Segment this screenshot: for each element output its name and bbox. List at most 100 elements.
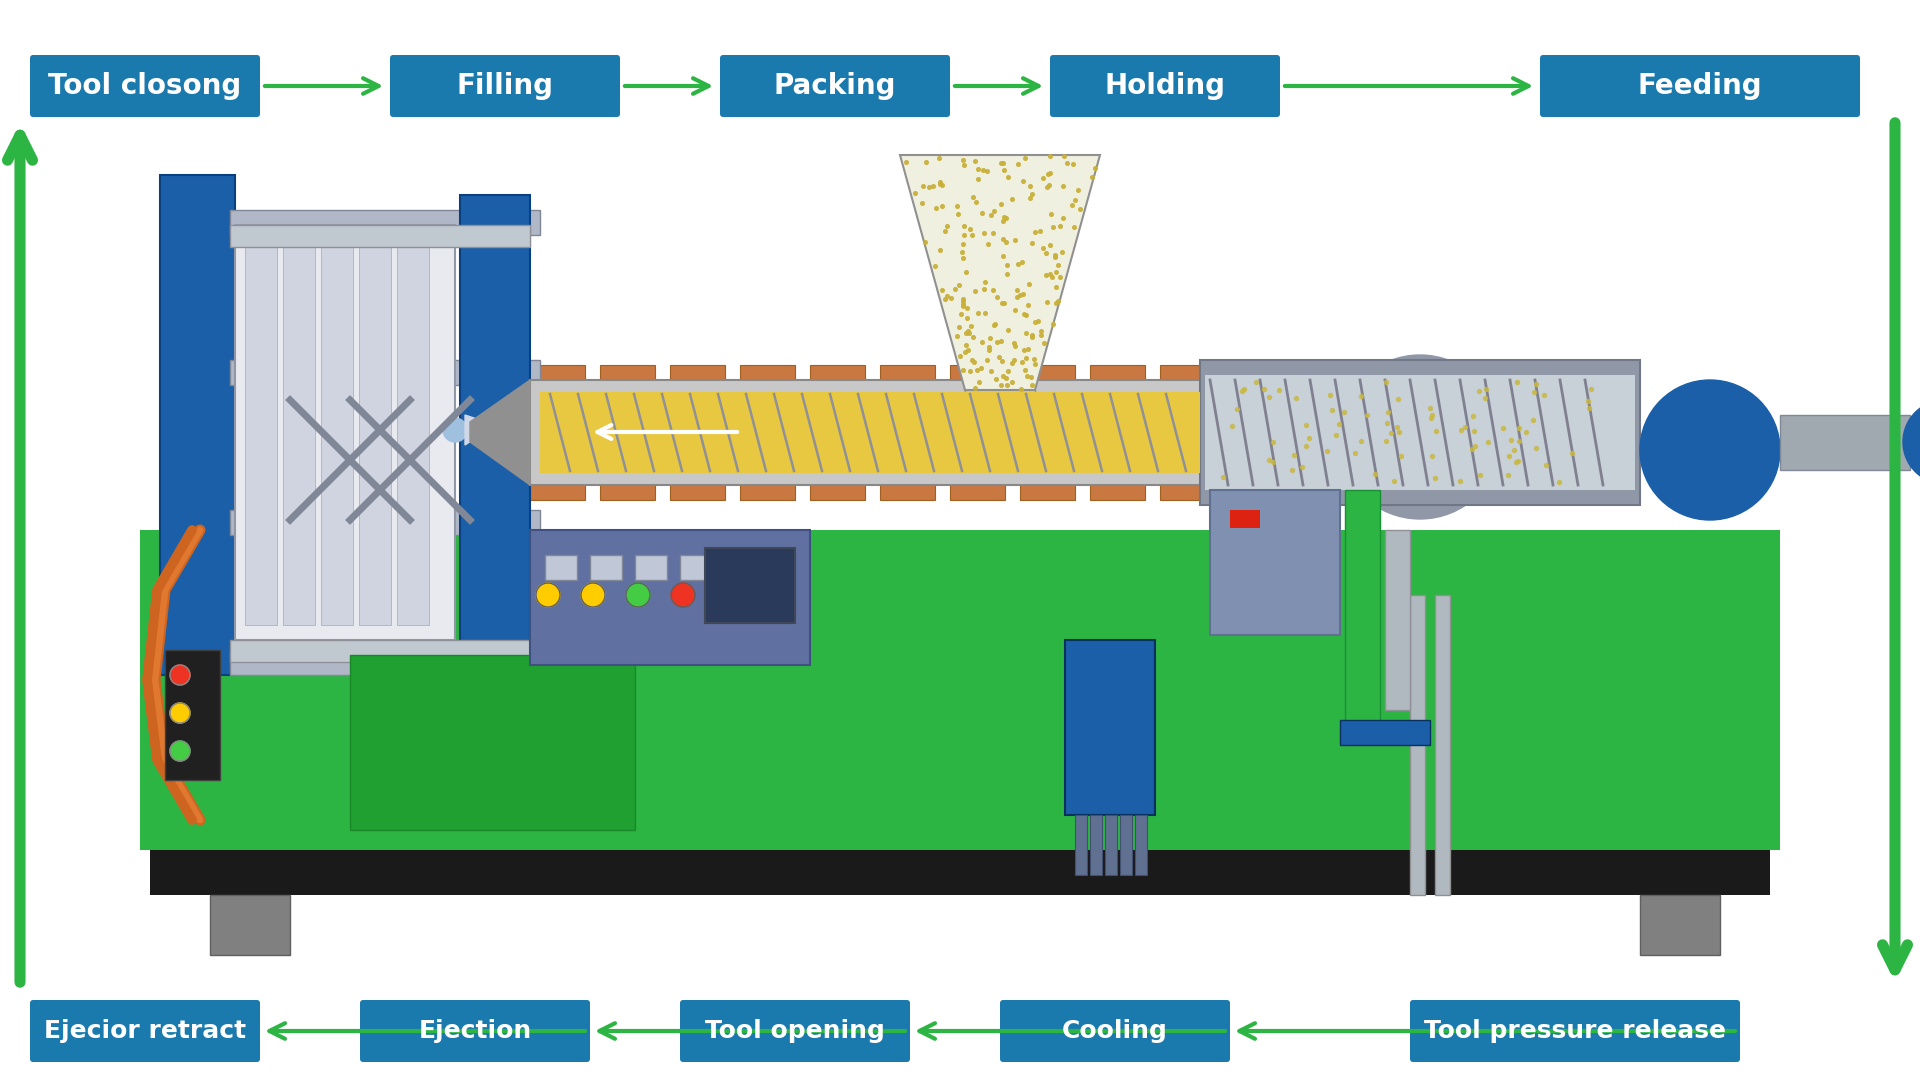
Point bbox=[972, 351, 1002, 368]
Point bbox=[1254, 451, 1284, 469]
Point bbox=[1444, 472, 1475, 489]
Point bbox=[950, 264, 981, 281]
Point bbox=[1317, 401, 1348, 418]
Point bbox=[989, 294, 1020, 311]
Point bbox=[989, 208, 1020, 226]
Point bbox=[1229, 380, 1260, 397]
Point bbox=[1056, 197, 1087, 214]
Point bbox=[966, 360, 996, 377]
Point bbox=[945, 318, 975, 335]
Point bbox=[970, 305, 1000, 322]
Point bbox=[960, 283, 991, 300]
Circle shape bbox=[1640, 380, 1780, 519]
Point bbox=[1014, 275, 1044, 293]
Point bbox=[993, 167, 1023, 185]
FancyBboxPatch shape bbox=[230, 210, 540, 235]
Text: Tool pressure release: Tool pressure release bbox=[1425, 1020, 1726, 1043]
Point bbox=[1002, 281, 1033, 298]
Point bbox=[1027, 240, 1058, 257]
Point bbox=[983, 288, 1014, 306]
Text: Feeding: Feeding bbox=[1638, 72, 1763, 100]
Point bbox=[998, 352, 1029, 369]
Point bbox=[970, 225, 1000, 242]
Point bbox=[1208, 469, 1238, 486]
Point bbox=[1382, 390, 1413, 407]
Circle shape bbox=[626, 583, 651, 607]
Point bbox=[1006, 254, 1037, 271]
Point bbox=[1020, 314, 1050, 332]
Point bbox=[1048, 210, 1079, 227]
FancyBboxPatch shape bbox=[1409, 1000, 1740, 1062]
Point bbox=[1574, 400, 1605, 417]
Point bbox=[1048, 177, 1079, 194]
Circle shape bbox=[670, 583, 695, 607]
Point bbox=[1346, 432, 1377, 449]
Circle shape bbox=[582, 583, 605, 607]
Point bbox=[925, 175, 956, 192]
Point bbox=[1035, 148, 1066, 165]
Point bbox=[1041, 264, 1071, 281]
Point bbox=[1530, 457, 1561, 474]
Point bbox=[1048, 148, 1079, 165]
Point bbox=[1386, 447, 1417, 464]
Point bbox=[1052, 154, 1083, 172]
FancyBboxPatch shape bbox=[705, 548, 795, 623]
Point bbox=[910, 153, 941, 171]
Point bbox=[1419, 470, 1450, 487]
Point bbox=[1037, 269, 1068, 286]
Point bbox=[1000, 301, 1031, 319]
Point bbox=[1041, 295, 1071, 312]
FancyBboxPatch shape bbox=[680, 1000, 910, 1062]
Point bbox=[1248, 380, 1279, 397]
Point bbox=[1025, 326, 1056, 343]
Point bbox=[1016, 368, 1046, 386]
Point bbox=[948, 156, 979, 173]
Point bbox=[1286, 458, 1317, 475]
FancyBboxPatch shape bbox=[589, 555, 622, 580]
Point bbox=[989, 247, 1020, 265]
Point bbox=[900, 185, 931, 202]
Point bbox=[1046, 243, 1077, 260]
Point bbox=[1517, 411, 1548, 429]
Point bbox=[1000, 231, 1031, 248]
FancyBboxPatch shape bbox=[1075, 815, 1087, 875]
Point bbox=[1029, 335, 1060, 352]
Point bbox=[1352, 406, 1382, 423]
Point bbox=[1557, 445, 1588, 462]
Point bbox=[977, 224, 1008, 241]
Text: Ejecior retract: Ejecior retract bbox=[44, 1020, 246, 1043]
FancyBboxPatch shape bbox=[349, 654, 636, 831]
Point bbox=[975, 206, 1006, 224]
Point bbox=[1060, 191, 1091, 208]
FancyBboxPatch shape bbox=[1640, 895, 1720, 955]
Point bbox=[960, 193, 991, 211]
Point bbox=[991, 256, 1021, 273]
Point bbox=[985, 333, 1016, 350]
Point bbox=[1037, 315, 1068, 333]
Point bbox=[985, 195, 1016, 213]
Point bbox=[1572, 393, 1603, 410]
Point bbox=[956, 226, 987, 243]
Point bbox=[1033, 165, 1064, 183]
Point bbox=[1329, 404, 1359, 421]
FancyBboxPatch shape bbox=[810, 365, 866, 500]
Point bbox=[943, 206, 973, 224]
Point bbox=[1503, 453, 1534, 470]
Point bbox=[1544, 473, 1574, 490]
Point bbox=[947, 151, 977, 168]
Point bbox=[1415, 400, 1446, 417]
FancyBboxPatch shape bbox=[950, 365, 1004, 500]
Point bbox=[1494, 447, 1524, 464]
Point bbox=[1421, 422, 1452, 440]
Point bbox=[962, 361, 993, 378]
Point bbox=[979, 315, 1010, 333]
Text: Ejection: Ejection bbox=[419, 1020, 532, 1043]
Point bbox=[1027, 170, 1058, 187]
Point bbox=[1035, 237, 1066, 254]
Point bbox=[1043, 256, 1073, 273]
Point bbox=[973, 329, 1004, 347]
Point bbox=[987, 230, 1018, 247]
Point bbox=[931, 217, 962, 234]
Point bbox=[1382, 419, 1413, 436]
Point bbox=[1465, 467, 1496, 484]
